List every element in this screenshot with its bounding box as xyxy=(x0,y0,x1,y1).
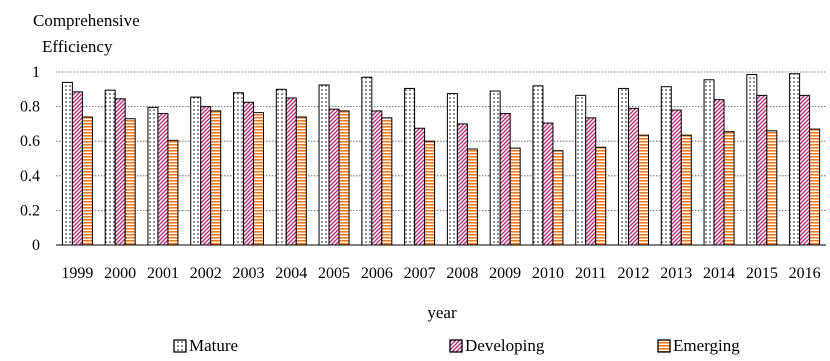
bar-developing-1999 xyxy=(71,91,83,246)
bar-emerging-2006 xyxy=(381,117,393,246)
legend-swatch-developing xyxy=(449,339,463,353)
x-tick-label: 2012 xyxy=(618,265,650,282)
legend-label-emerging: Emerging xyxy=(673,336,740,355)
y-tick-label: 1 xyxy=(32,64,40,81)
x-tick-label: 2009 xyxy=(489,265,521,282)
bar-emerging-2011 xyxy=(595,146,607,246)
y-tick-label: 0.8 xyxy=(20,99,40,116)
bar-emerging-2014 xyxy=(723,131,735,246)
bar-developing-2012 xyxy=(628,107,639,246)
x-tick-label: 2000 xyxy=(104,265,136,282)
x-tick-label: 2006 xyxy=(361,265,393,282)
y-axis-title-line-2: Efficiency xyxy=(42,37,113,56)
y-tick-label: 0.2 xyxy=(20,202,40,219)
legend-label-developing: Developing xyxy=(465,336,545,355)
legend: Mature Developing Emerging xyxy=(173,336,740,355)
y-tick-label: 0.4 xyxy=(20,168,40,185)
bar-developing-2016 xyxy=(799,94,811,246)
bar-mature-2007 xyxy=(404,87,416,246)
bar-mature-2006 xyxy=(361,76,373,246)
bar-mature-2000 xyxy=(104,89,116,246)
bar-developing-2006 xyxy=(371,110,383,246)
x-tick-label: 2008 xyxy=(446,265,478,282)
bar-emerging-1999 xyxy=(81,116,93,246)
bar-mature-2005 xyxy=(318,84,330,246)
x-tick-label: 2010 xyxy=(532,265,564,282)
bar-mature-2008 xyxy=(446,93,458,246)
bar-mature-2009 xyxy=(489,90,501,246)
x-tick-label: 2001 xyxy=(147,265,179,282)
bar-mature-2013 xyxy=(660,86,672,246)
bar-mature-2001 xyxy=(147,106,159,246)
bar-mature-2015 xyxy=(746,74,758,246)
y-tick-labels: 0 0.2 0.4 0.6 0.8 1 xyxy=(20,64,40,254)
bar-emerging-2004 xyxy=(295,116,307,246)
bar-emerging-2010 xyxy=(552,150,564,246)
x-tick-label: 2015 xyxy=(746,265,778,282)
bar-emerging-2001 xyxy=(167,139,179,246)
bar-developing-2000 xyxy=(114,98,126,246)
bar-developing-2004 xyxy=(285,97,297,246)
bar-emerging-2013 xyxy=(680,134,692,246)
bar-developing-2007 xyxy=(414,127,426,246)
x-tick-label: 2016 xyxy=(789,265,821,282)
x-tick-label: 2004 xyxy=(275,265,307,282)
bar-emerging-2003 xyxy=(253,112,264,246)
x-axis-title: year xyxy=(427,303,457,322)
y-axis-title-line-1: Comprehensive xyxy=(33,11,140,30)
bar-emerging-2005 xyxy=(338,110,350,246)
bar-emerging-2008 xyxy=(466,148,478,246)
bar-emerging-2016 xyxy=(809,128,821,246)
bar-developing-2010 xyxy=(542,122,554,246)
legend-swatch-mature xyxy=(173,339,187,353)
x-tick-labels: 1999 2000 2001 2002 2003 2004 2005 2006 2007 2008… xyxy=(61,265,820,282)
bar-emerging-2012 xyxy=(638,134,649,246)
bar-mature-2016 xyxy=(789,73,801,246)
bar-mature-1999 xyxy=(61,81,73,246)
bar-emerging-2007 xyxy=(424,140,436,246)
x-tick-label: 2007 xyxy=(404,265,436,282)
bar-developing-2001 xyxy=(157,113,169,246)
x-tick-label: 2014 xyxy=(703,265,735,282)
bar-emerging-2009 xyxy=(509,147,521,246)
bar-developing-2009 xyxy=(499,113,511,246)
y-tick-label: 0.6 xyxy=(20,133,40,150)
x-tick-label: 2005 xyxy=(318,265,350,282)
bar-emerging-2002 xyxy=(210,110,222,246)
y-tick-label: 0 xyxy=(32,237,40,254)
bar-developing-2008 xyxy=(456,123,468,246)
bar-developing-2011 xyxy=(585,117,597,246)
bar-developing-2005 xyxy=(328,108,340,246)
x-tick-label: 2003 xyxy=(233,265,265,282)
bar-developing-2015 xyxy=(756,94,768,246)
bar-developing-2013 xyxy=(670,109,682,246)
bar-mature-2002 xyxy=(190,96,202,246)
bar-mature-2011 xyxy=(575,94,587,246)
legend-label-mature: Mature xyxy=(189,336,238,355)
bar-mature-2010 xyxy=(532,85,544,246)
x-tick-label: 1999 xyxy=(61,265,93,282)
x-tick-label: 2013 xyxy=(660,265,692,282)
x-tick-label: 2002 xyxy=(190,265,222,282)
bar-developing-2014 xyxy=(713,99,725,246)
gridlines xyxy=(56,71,826,246)
bar-emerging-2015 xyxy=(766,130,778,246)
legend-swatch-emerging xyxy=(657,339,671,353)
x-tick-label: 2011 xyxy=(575,265,606,282)
bar-emerging-2000 xyxy=(124,118,136,246)
bars xyxy=(61,73,821,246)
bar-mature-2004 xyxy=(275,88,287,246)
bar-developing-2002 xyxy=(200,106,212,246)
bar-mature-2003 xyxy=(233,92,244,246)
bar-developing-2003 xyxy=(243,101,254,246)
bar-mature-2014 xyxy=(703,79,715,246)
bar-mature-2012 xyxy=(618,87,629,246)
